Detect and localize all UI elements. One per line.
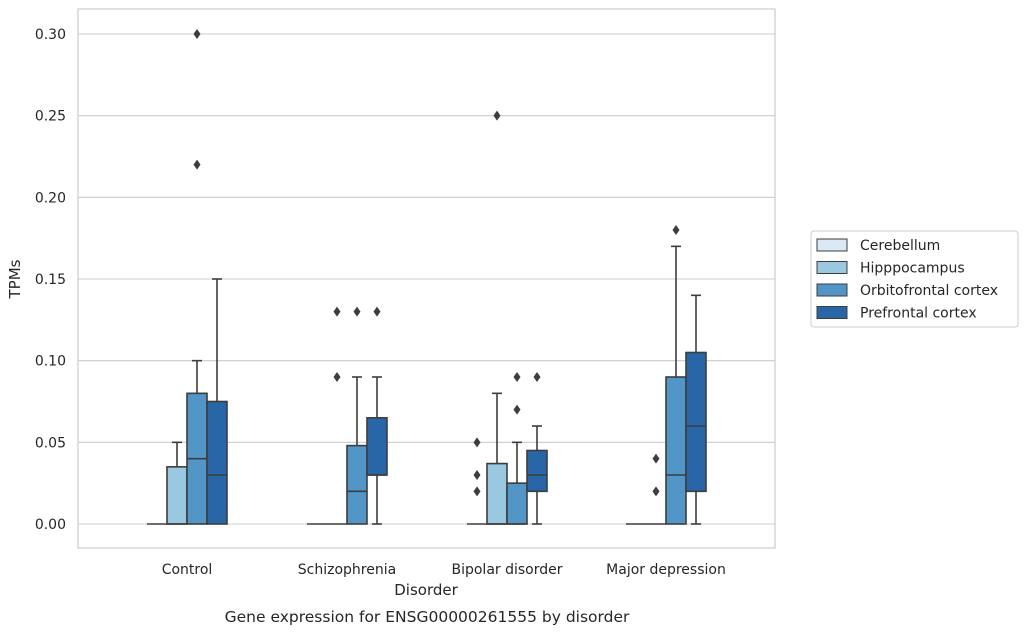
legend-label: Prefrontal cortex [860,306,977,322]
legend-label: Cerebellum [860,238,940,254]
legend-swatch [816,283,848,297]
chart-subtitle: Gene expression for ENSG00000261555 by d… [225,608,630,626]
box-prefrontal-cortex [526,372,548,525]
extra-outliers [333,306,341,382]
outlier-point [473,486,481,497]
box-prefrontal-cortex [366,306,388,525]
box-body [486,462,508,525]
outlier-point [473,470,481,480]
y-tick-labels: 0.00 0.05 0.10 0.15 0.20 0.25 0.30 [35,27,66,533]
boxes [147,29,707,525]
box-prefrontal-cortex [685,294,707,525]
x-tick-label: Schizophrenia [298,562,396,578]
legend-swatch [816,238,848,252]
outlier-point [193,159,201,170]
x-tick-label: Bipolar disorder [451,562,562,578]
legend-label: Orbitofrontal cortex [860,283,998,299]
legend-label: Hipppocampus [860,261,965,277]
outlier-point [493,110,501,121]
x-tick-labels: Control Schizophrenia Bipolar disorder Majo… [162,562,726,578]
y-tick-label: 0.05 [35,435,66,451]
x-axis-label: Disorder [394,581,458,599]
outlier-point [652,453,660,464]
x-tick-label: Control [162,562,213,578]
extra-outliers [473,437,481,497]
box-orbitofrontal-cortex [506,372,528,525]
box-orbitofrontal-cortex [186,29,208,525]
outlier-point [373,306,381,317]
box-orbitofrontal-cortex [665,225,687,525]
box-body [206,400,228,525]
extra-outliers [493,110,501,121]
box-body [685,351,707,493]
outlier-point [652,486,660,497]
legend: Cerebellum Hipppocampus Orbitofrontal cort… [810,230,1019,328]
outlier-point [333,372,341,382]
y-tick-label: 0.25 [35,109,66,125]
legend-swatch [816,261,848,274]
outlier-point [672,225,680,235]
y-axis-label: TPMs [6,259,24,299]
outlier-point [353,306,361,317]
y-tick-label: 0.10 [35,354,66,370]
x-tick-label: Major depression [606,562,726,578]
y-tick-label: 0.15 [35,272,66,288]
legend-swatch [816,306,848,319]
outlier-point [513,372,521,382]
box-body [506,482,528,525]
box-body [526,449,548,493]
legend-frame [810,230,1019,328]
box-body [665,376,687,525]
outlier-point [333,306,341,317]
y-tick-label: 0.20 [35,190,66,206]
box-prefrontal-cortex [206,278,228,525]
box-body [366,417,388,476]
outlier-point [193,29,201,39]
outlier-point [533,372,541,382]
box-body [346,444,368,525]
extra-outliers [652,453,660,464]
box-body [166,466,188,525]
outlier-point [473,437,481,448]
outlier-point [513,404,521,415]
box-orbitofrontal-cortex [346,306,368,525]
box-hipppocampus [646,486,666,525]
y-tick-label: 0.30 [35,27,66,43]
y-tick-label: 0.00 [35,517,66,533]
